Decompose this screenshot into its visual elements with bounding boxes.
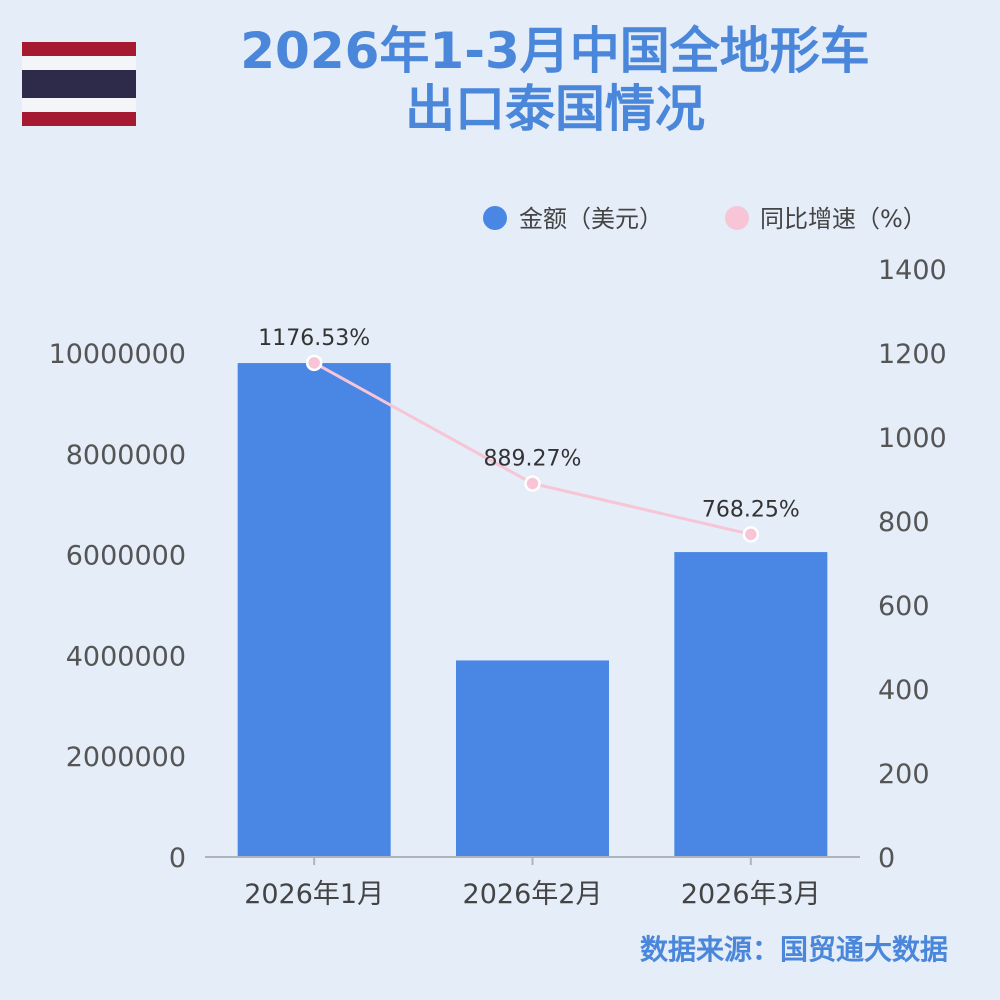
legend-marker-growth [725,206,749,230]
chart-title: 2026年1-3月中国全地形车 出口泰国情况 [150,22,960,138]
title-line-2: 出口泰国情况 [405,80,705,138]
y-right-tick-label: 1000 [878,423,947,454]
y-left-tick-label: 4000000 [66,641,186,672]
bar [237,363,391,857]
legend-label-growth: 同比增速（%） [760,205,927,233]
y-right-tick-label: 800 [878,507,930,538]
bar [456,660,609,857]
data-label: 1176.53% [258,326,370,351]
legend-marker-amount [483,206,507,230]
y-right-tick-label: 1400 [878,255,947,286]
y-left-tick-label: 2000000 [66,742,186,773]
bar [674,552,828,857]
growth-point [305,354,323,372]
title-line-1: 2026年1-3月中国全地形车 [240,22,870,80]
y-left-tick-label: 8000000 [66,440,186,471]
y-right-tick-label: 200 [878,759,930,790]
y-left-tick-label: 6000000 [66,541,186,572]
y-right-tick-label: 600 [878,591,930,622]
data-label: 768.25% [702,497,800,522]
y-left-tick-label: 10000000 [49,339,186,370]
y-right-tick-label: 1200 [878,339,947,370]
data-source: 数据来源：国贸通大数据 [639,933,948,966]
x-tick-label: 2026年1月 [244,879,384,910]
y-right-tick-label: 0 [878,843,895,874]
legend-label-amount: 金额（美元） [519,205,663,233]
data-label: 889.27% [484,447,582,472]
growth-point [524,475,541,492]
growth-point [742,526,760,543]
y-right-tick-label: 400 [878,675,930,706]
thailand-flag-icon [22,42,136,126]
x-tick-label: 2026年3月 [681,879,821,910]
x-tick-label: 2026年2月 [463,879,603,910]
y-left-tick-label: 0 [169,843,186,874]
